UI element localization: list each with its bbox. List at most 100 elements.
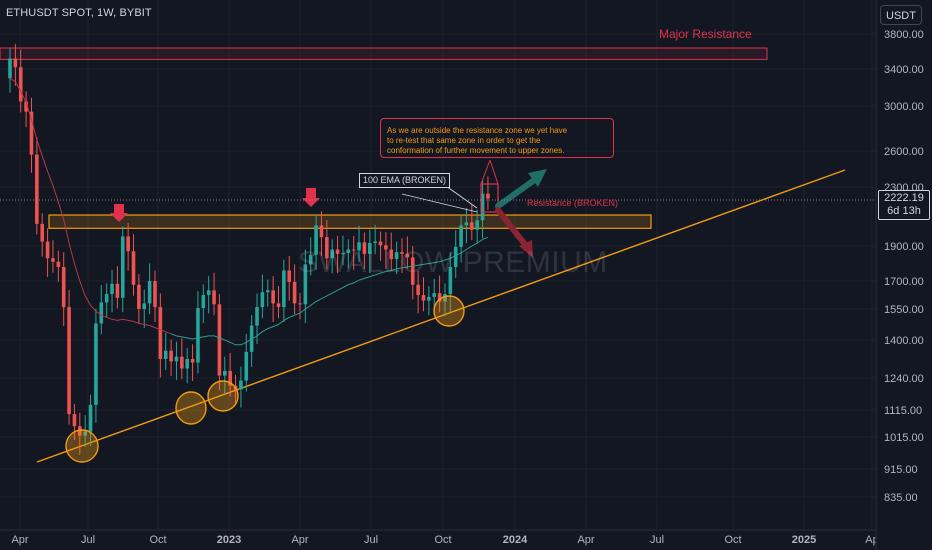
candle-body	[104, 294, 109, 303]
y-tick-label: 3400.00	[884, 64, 924, 76]
candle-body	[432, 293, 437, 297]
support-circle	[433, 295, 465, 327]
price-axis-bg	[876, 0, 932, 550]
candle-body	[373, 241, 377, 244]
y-tick-label: 1240.00	[884, 373, 924, 385]
candle-body	[29, 111, 34, 155]
y-tick-label: 1550.00	[884, 304, 924, 316]
candle-body	[470, 222, 474, 230]
bearish-arrow-icon	[519, 240, 533, 258]
candle-body	[405, 253, 410, 258]
x-tick-label: Apr	[291, 534, 308, 546]
down-arrow-icon	[110, 204, 128, 222]
candle-body	[384, 245, 388, 250]
bearish-path	[495, 207, 530, 250]
candle-body	[443, 294, 447, 302]
candles-layer	[8, 44, 490, 455]
price-axis: 3800.003400.003000.002600.002300.001900.…	[875, 0, 932, 550]
candle-body	[486, 193, 490, 199]
x-tick-label: Jul	[81, 534, 95, 546]
candle-body	[362, 242, 367, 254]
resistance-broken-label: Resistance (BROKEN)	[527, 198, 619, 208]
candle-body	[206, 290, 211, 295]
candle-body	[346, 249, 351, 253]
ema-line-segment	[9, 77, 172, 335]
candle-body	[335, 249, 340, 254]
candle-body	[475, 220, 479, 230]
candle-body	[78, 426, 82, 436]
candle-body	[271, 290, 275, 304]
candle-body	[174, 356, 179, 362]
candle-body	[260, 292, 265, 308]
x-tick-label: 2025	[792, 534, 816, 546]
candle-body	[88, 404, 93, 432]
bar-countdown: 6d 13h	[887, 205, 921, 217]
candle-body	[120, 236, 125, 298]
y-tick-label: 2600.00	[884, 146, 924, 158]
candle-body	[45, 241, 50, 259]
symbol-title[interactable]: ETHUSDT SPOT, 1W, BYBIT	[6, 7, 152, 19]
candle-body	[255, 307, 259, 326]
candle-body	[40, 223, 45, 242]
candle-body	[421, 295, 426, 301]
candle-body	[56, 261, 61, 267]
candle-body	[282, 270, 286, 308]
candle-body	[201, 295, 206, 309]
ascending-trendline	[36, 169, 846, 463]
candle-body	[169, 350, 173, 362]
candle-body	[99, 302, 104, 324]
candle-body	[464, 222, 469, 226]
x-tick-label: Jul	[364, 534, 378, 546]
candle-body	[217, 304, 222, 376]
candle-body	[459, 225, 463, 247]
candle-body	[319, 225, 324, 238]
candle-body	[67, 307, 71, 415]
y-tick-label: 1900.00	[884, 241, 924, 253]
candle-body	[239, 380, 243, 390]
candle-body	[367, 243, 372, 254]
major-resistance-label: Major Resistance	[659, 27, 752, 41]
candle-body	[427, 296, 431, 301]
candle-body	[180, 356, 184, 369]
candle-body	[196, 308, 200, 363]
y-tick-label: 1700.00	[884, 276, 924, 288]
candle-body	[400, 252, 404, 254]
candle-body	[453, 246, 458, 267]
retest-box	[480, 183, 499, 213]
support-circle	[65, 429, 99, 463]
currency-button[interactable]: USDT	[880, 5, 922, 25]
candle-body	[287, 270, 292, 282]
ema-line-segment	[170, 236, 489, 346]
x-tick-label: 2023	[217, 534, 241, 546]
candle-body	[126, 236, 130, 252]
y-tick-label: 3000.00	[884, 101, 924, 113]
candle-body	[110, 283, 114, 295]
candle-body	[276, 303, 281, 308]
x-tick-label: Oct	[149, 534, 166, 546]
candle-body	[8, 58, 12, 79]
marks-layer	[0, 159, 876, 463]
candle-body	[18, 67, 23, 102]
ema-label: 100 EMA (BROKEN)	[359, 173, 451, 188]
ema-layer	[9, 77, 489, 346]
watermark: SWALLOW PREMIUM	[298, 246, 608, 279]
candle-body	[83, 431, 87, 436]
candle-body	[416, 284, 420, 295]
candle-body	[341, 253, 345, 254]
x-tick-label: Apr	[11, 534, 28, 546]
zones-layer	[0, 47, 768, 229]
x-tick-label: Jul	[650, 534, 664, 546]
candle-body	[314, 225, 318, 255]
last-price-value: 2222.19	[884, 192, 924, 204]
last-price-tag: 2222.19 6d 13h	[878, 190, 930, 220]
candle-body	[163, 350, 168, 359]
candle-body	[115, 283, 120, 298]
down-arrow-icon	[302, 188, 320, 207]
candle-body	[330, 249, 334, 259]
y-tick-label: 835.00	[884, 492, 918, 504]
x-tick-label: Ap	[865, 534, 878, 546]
candle-body	[153, 281, 157, 308]
ema-pointer	[445, 185, 478, 209]
x-tick-label: Oct	[434, 534, 451, 546]
